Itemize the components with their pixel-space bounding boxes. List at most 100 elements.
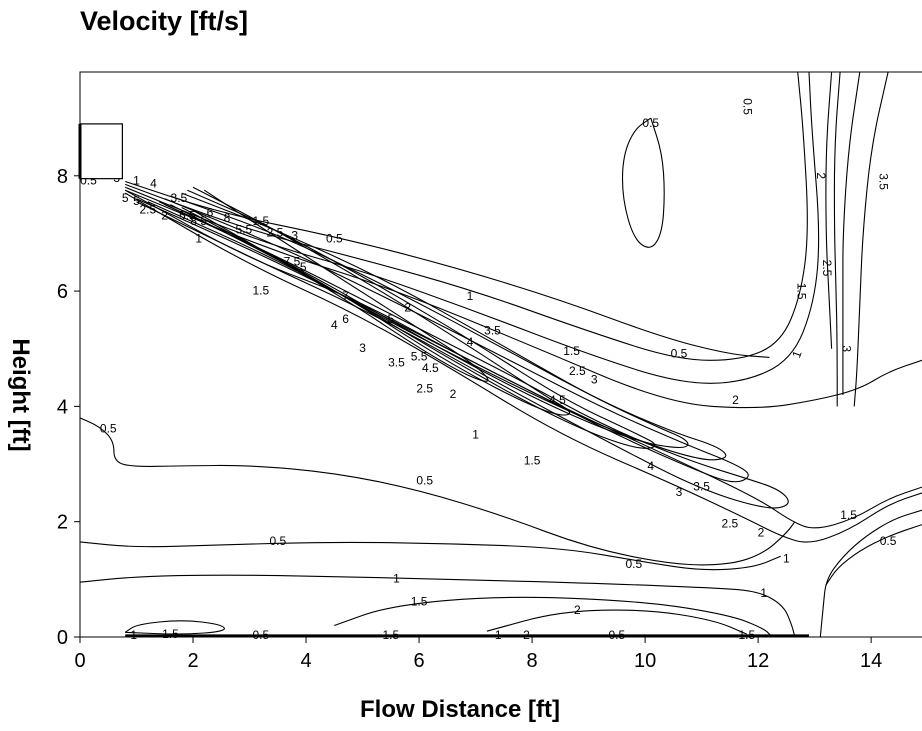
contour-label: 1	[133, 174, 140, 188]
contour-label: 5.5	[179, 208, 196, 222]
contour-label: 3.5	[171, 191, 188, 205]
contour-label: 3	[359, 341, 366, 355]
contour-line-2	[136, 201, 789, 509]
contour-line-2.5	[136, 198, 749, 483]
contour-lines	[79, 71, 922, 638]
contour-label: 1.5	[563, 344, 580, 358]
contour-label: 3	[591, 373, 598, 387]
contour-label: 5	[300, 260, 307, 274]
contour-label: 1	[393, 572, 400, 586]
contour-label: 1.5	[162, 627, 179, 641]
contour-label: 0.5	[625, 557, 642, 571]
contour-line-2.5	[833, 71, 841, 407]
contour-label: 3	[676, 485, 683, 499]
x-tick-label: 12	[747, 650, 769, 672]
contour-label: 4.5	[422, 361, 439, 375]
plot-border	[79, 71, 922, 638]
contour-label: 2	[732, 393, 739, 407]
y-tick-label: 8	[57, 166, 68, 188]
contour-label: 0.5	[100, 422, 117, 436]
contour-label: 8	[224, 211, 231, 225]
contour-line-1	[825, 524, 922, 586]
contour-line-4.5	[181, 186, 571, 416]
contour-label: 7.5	[284, 254, 301, 268]
contour-label: 1.5	[738, 628, 755, 642]
contour-line-1	[125, 71, 808, 361]
contour-label: 6	[342, 312, 349, 326]
contour-line-1	[79, 574, 796, 638]
contour-line-2	[124, 189, 922, 409]
contour-label: 2	[814, 172, 828, 179]
contour-label: 0.5	[269, 534, 286, 548]
contour-label: 1	[195, 231, 202, 245]
contour-label: 5.5	[411, 350, 428, 364]
y-tick-label: 4	[57, 396, 68, 418]
contour-label: 0.5	[880, 534, 897, 548]
contour-label: 0.5	[609, 628, 626, 642]
contour-line-3	[842, 71, 861, 395]
contour-line-0.5	[621, 117, 665, 248]
contour-label: 1.5	[252, 283, 269, 297]
inlet-box	[78, 123, 123, 180]
contour-label: 2	[161, 208, 168, 222]
contour-line-1	[124, 189, 922, 529]
contour-line-5	[192, 189, 489, 382]
contour-label: 3.5	[693, 479, 710, 493]
x-tick-label: 10	[634, 650, 656, 672]
contour-label: 1	[467, 289, 474, 303]
contour-label: 2	[450, 387, 457, 401]
contour-label: 1.5	[794, 283, 808, 300]
contour-label: 5	[122, 191, 129, 205]
contour-label: 0.5	[671, 347, 688, 361]
contour-label: 1	[789, 348, 805, 359]
contour-label: 3.5	[876, 173, 890, 190]
contour-label: 0.5	[252, 628, 269, 642]
inlet-rectangle	[79, 123, 123, 180]
contour-label: 4	[150, 177, 157, 191]
contour-label: 2.5	[139, 203, 156, 217]
contour-label: 3.5	[388, 355, 405, 369]
contour-label: 2.5	[569, 364, 586, 378]
contour-label: 1.5	[524, 453, 541, 467]
y-tick-label: 6	[57, 281, 68, 303]
contour-label: 5	[387, 312, 394, 326]
contour-label: 3	[840, 345, 854, 352]
contour-label: 3.5	[484, 324, 501, 338]
contour-line-0.5	[125, 180, 770, 358]
contour-label: 5.5	[236, 223, 253, 237]
contour-label: 4	[331, 318, 338, 332]
contour-label: 0.5	[741, 98, 755, 115]
contour-label: 0.5	[326, 231, 343, 245]
contour-label: 0.5	[416, 474, 433, 488]
contour-label: 1.5	[382, 628, 399, 642]
contour-line-2	[825, 71, 833, 349]
contour-label: 5	[133, 194, 140, 208]
contour-label: 4.5	[549, 393, 566, 407]
contour-line-3.5	[853, 71, 889, 407]
x-tick-label: 2	[187, 650, 198, 672]
contour-label: 2.5	[722, 517, 739, 531]
contour-label: 3	[291, 228, 298, 242]
contour-label: 1.5	[840, 508, 857, 522]
x-axis-title: Flow Distance [ft]	[360, 696, 561, 723]
contour-line-0.5	[819, 509, 922, 638]
contour-label: 1.5	[252, 214, 269, 228]
contour-label: 7	[342, 289, 349, 303]
y-axis-title: Height [ft]	[7, 338, 34, 452]
contour-label: 2	[523, 628, 530, 642]
contour-label: 1	[130, 628, 137, 642]
contour-label: 1.5	[411, 595, 428, 609]
y-tick-label: 0	[57, 627, 68, 649]
contour-label: 1	[783, 551, 790, 565]
contour-label: 2.5	[416, 381, 433, 395]
contour-label: 4	[467, 335, 474, 349]
contour-line-0.5	[79, 417, 796, 566]
contour-label: 2	[758, 525, 765, 539]
contour-label: 2.5	[267, 226, 284, 240]
x-tick-label: 0	[74, 650, 85, 672]
contour-line-0.5	[79, 541, 781, 571]
x-tick-label: 4	[300, 650, 311, 672]
contour-label: 1	[760, 586, 767, 600]
